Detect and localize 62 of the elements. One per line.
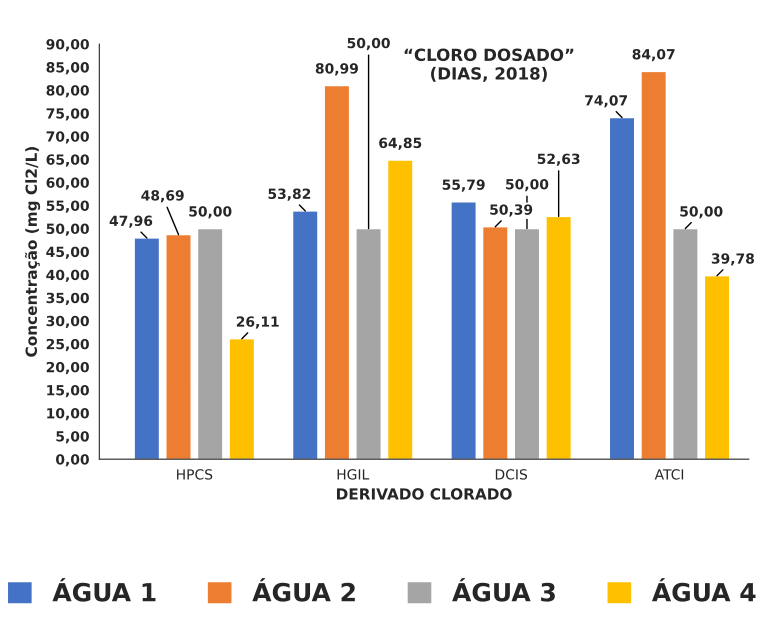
- data-label: 50,00: [506, 178, 548, 192]
- data-label: 39,78: [712, 253, 754, 266]
- y-tick-label: 70,00: [46, 131, 89, 144]
- data-label: 64,85: [379, 138, 422, 150]
- y-tick-label: 80,00: [46, 85, 89, 98]
- legend-label: ÁGUA 2: [252, 578, 355, 602]
- bar: [228, 338, 256, 460]
- y-tick-label: 75,00: [46, 108, 89, 120]
- y-tick-label: 40,00: [46, 270, 89, 282]
- bar: [386, 159, 414, 460]
- y-tick-label: 30,00: [46, 316, 89, 328]
- y-tick-label: 50,00: [46, 224, 89, 236]
- y-tick-label: 10,00: [47, 408, 89, 420]
- y-tick-label: 35,00: [46, 292, 89, 305]
- data-label: 55,79: [442, 179, 485, 192]
- data-label: 74,07: [585, 95, 628, 108]
- bar: [196, 228, 224, 460]
- y-tick-label: 0,00: [56, 454, 89, 466]
- y-tick-label: 90,00: [46, 39, 89, 52]
- bar: [355, 228, 382, 460]
- x-tick-label: HPCS: [177, 469, 212, 480]
- bar: [133, 237, 160, 460]
- y-tick-label: 25,00: [46, 338, 89, 352]
- y-tick-label: 5,00: [56, 431, 89, 444]
- bar: [165, 234, 192, 460]
- x-tick-label: DCIS: [496, 469, 528, 480]
- y-tick-label: 65,00: [46, 154, 89, 167]
- data-label: 47,96: [110, 216, 152, 228]
- y-tick-label: 85,00: [46, 62, 89, 74]
- data-label: 26,11: [236, 316, 279, 329]
- annotation: “CLORO DOSADO” (DIAS, 2018): [404, 48, 574, 82]
- bar: [450, 201, 477, 460]
- data-label: 50,39: [490, 204, 532, 217]
- bar: [482, 226, 509, 460]
- data-label: 50,00: [189, 206, 232, 218]
- y-tick-label: 55,00: [46, 200, 89, 213]
- y-tick-label: 45,00: [46, 246, 89, 259]
- bar: [608, 116, 636, 460]
- y-tick-label: 60,00: [46, 177, 89, 190]
- data-label: 53,82: [268, 188, 310, 201]
- y-axis-title: Concentração (mg Cl2/L): [24, 147, 40, 357]
- legend-label: ÁGUA 3: [452, 578, 555, 602]
- bar: [292, 210, 319, 460]
- legend-label: ÁGUA 4: [652, 578, 756, 602]
- x-tick-label: ATCI: [654, 469, 684, 480]
- data-label: 50,00: [680, 206, 723, 218]
- bar: [324, 84, 350, 460]
- x-tick-label: HGIL: [338, 469, 370, 480]
- y-tick-label: 20,00: [46, 362, 89, 374]
- data-label: 84,07: [632, 48, 675, 62]
- bar: [545, 216, 572, 460]
- bar: [640, 70, 668, 460]
- data-label: 48,69: [141, 190, 184, 202]
- y-tick-label: 15,00: [47, 384, 89, 398]
- x-axis-title: DERIVADO CLORADO: [337, 488, 512, 500]
- bar: [672, 228, 699, 460]
- data-label: 52,63: [538, 154, 580, 166]
- data-label: 50,00: [348, 38, 390, 50]
- bar: [704, 274, 730, 460]
- legend-label: ÁGUA 1: [52, 578, 156, 602]
- data-label: 80,99: [316, 63, 358, 76]
- bar: [514, 228, 540, 460]
